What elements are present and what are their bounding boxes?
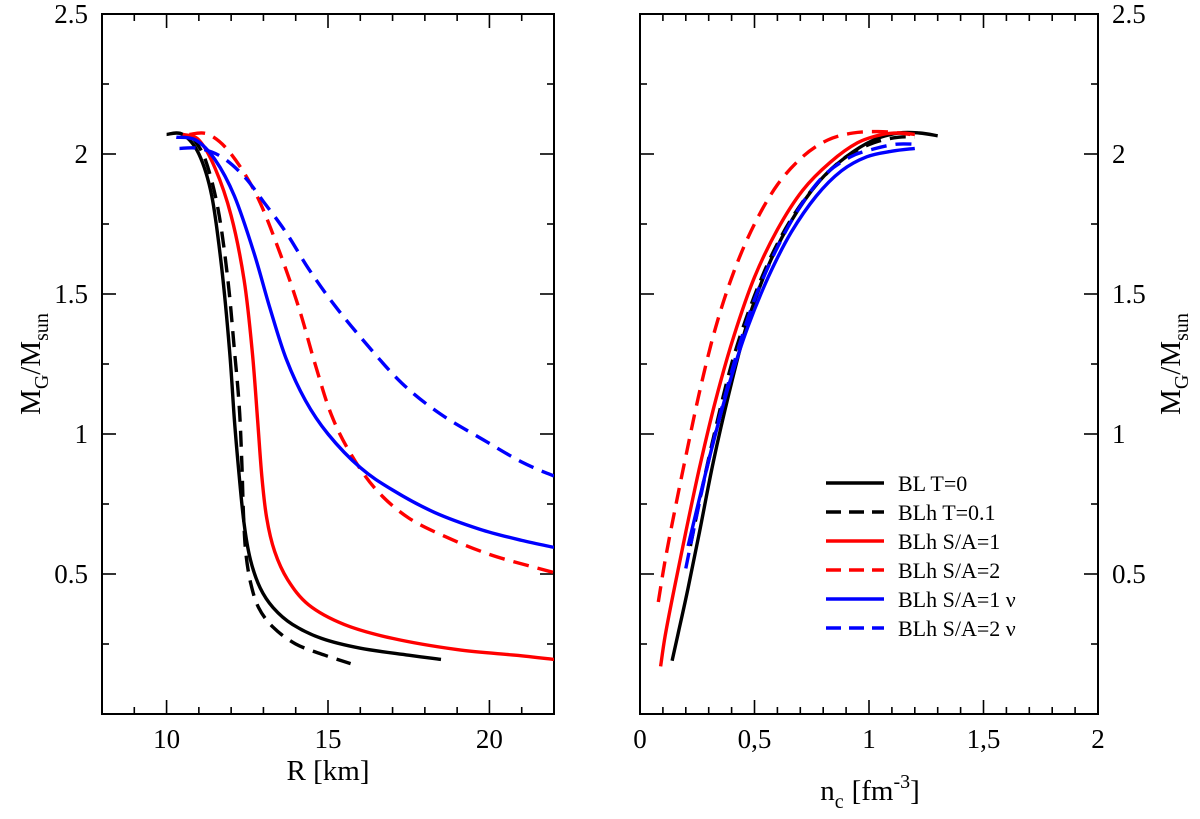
y-tick-label: 2	[1112, 139, 1126, 169]
x-tick-label: 10	[153, 724, 180, 754]
right-y-tick-labels: 0.5 1 1.5 2 2.5	[1112, 0, 1146, 589]
right-y-title-sub1: G	[1171, 375, 1193, 389]
series-line-right-blh-s-a-1	[658, 131, 915, 667]
x-tick-label: 15	[315, 724, 342, 754]
y-tick-label: 0.5	[54, 559, 88, 589]
legend-label: BLh S/A=1	[898, 529, 1000, 554]
right-x-title-sub: c	[835, 791, 844, 813]
left-plot-frame	[101, 13, 555, 715]
y-tick-label: 2.5	[54, 0, 88, 29]
left-panel: 10 15 20 0.5 1 1.5 2 2.5 R [km] MG/Msun	[15, 0, 555, 787]
left-y-axis-title: MG/Msun	[15, 313, 53, 415]
series-line-right-blh-s-a-2	[656, 129, 911, 603]
legend-label: BLh S/A=1 ν	[898, 587, 1016, 612]
left-grid-ticks	[101, 13, 555, 714]
right-y-title-sub2: sun	[1171, 313, 1193, 341]
y-tick-label: 1.5	[54, 279, 88, 309]
legend-label: BLh T=0.1	[898, 500, 996, 525]
x-tick-label: 1,5	[967, 724, 1001, 754]
series-line-right-blh-s-a-1	[686, 146, 916, 547]
right-x-axis-title: nc [fm-3]	[820, 771, 920, 813]
left-x-axis-title: R [km]	[287, 755, 370, 787]
x-tick-label: 0	[633, 724, 647, 754]
series-line-left-blh-s-a-1	[176, 135, 554, 550]
left-series-group	[166, 131, 554, 666]
y-tick-label: 1	[75, 419, 89, 449]
x-tick-label: 1	[862, 724, 876, 754]
x-tick-label: 20	[476, 724, 503, 754]
series-line-left-blh-s-a-1	[182, 132, 554, 662]
legend: BL T=0 BLh T=0.1 BLh S/A=1 BLh S/A=2 BLh S/A…	[826, 471, 1016, 641]
left-x-tick-labels: 10 15 20	[153, 724, 503, 754]
series-line-left-blh-s-a-2	[189, 131, 554, 575]
y-tick-label: 1.5	[1112, 279, 1146, 309]
right-series-group	[656, 129, 938, 667]
left-y-tick-labels: 0.5 1 1.5 2 2.5	[54, 0, 88, 589]
x-tick-label: 0,5	[738, 724, 772, 754]
legend-label: BLh S/A=2	[898, 558, 1000, 583]
legend-label: BL T=0	[898, 471, 967, 496]
x-tick-label: 2	[1091, 724, 1105, 754]
right-y-title-main: M	[1155, 389, 1187, 415]
y-tick-label: 2	[75, 139, 89, 169]
right-plot-frame	[639, 13, 1099, 715]
right-panel: 0 0,5 1 1,5 2 0.5 1 1.5 2 2.5 nc [fm-3] MG/Msun B…	[633, 0, 1193, 813]
right-grid-ticks	[639, 13, 1099, 714]
series-line-right-blh-s-a-2	[684, 142, 915, 569]
legend-label: BLh S/A=2 ν	[898, 616, 1016, 641]
right-x-tick-labels: 0 0,5 1 1,5 2	[633, 724, 1105, 754]
y-tick-label: 2.5	[1112, 0, 1146, 29]
left-y-title-sub1: G	[31, 375, 53, 389]
series-line-left-blh-t-0-1	[190, 136, 352, 666]
series-line-right-blh-t-0-1	[688, 135, 915, 547]
left-y-title-mid: /M	[15, 341, 47, 375]
right-x-title-sup: -3	[893, 771, 910, 793]
right-x-title-unit: [fm	[852, 775, 894, 807]
series-line-left-blh-s-a-2	[179, 146, 554, 478]
y-tick-label: 0.5	[1112, 559, 1146, 589]
right-y-axis-title: MG/Msun	[1155, 313, 1193, 415]
right-x-title-close: ]	[910, 775, 920, 807]
y-tick-label: 1	[1112, 419, 1126, 449]
left-y-title-sub2: sun	[31, 313, 53, 341]
left-y-title-main: M	[15, 389, 47, 415]
right-x-title-main: n	[820, 775, 835, 807]
right-y-title-mid: /M	[1155, 341, 1187, 375]
